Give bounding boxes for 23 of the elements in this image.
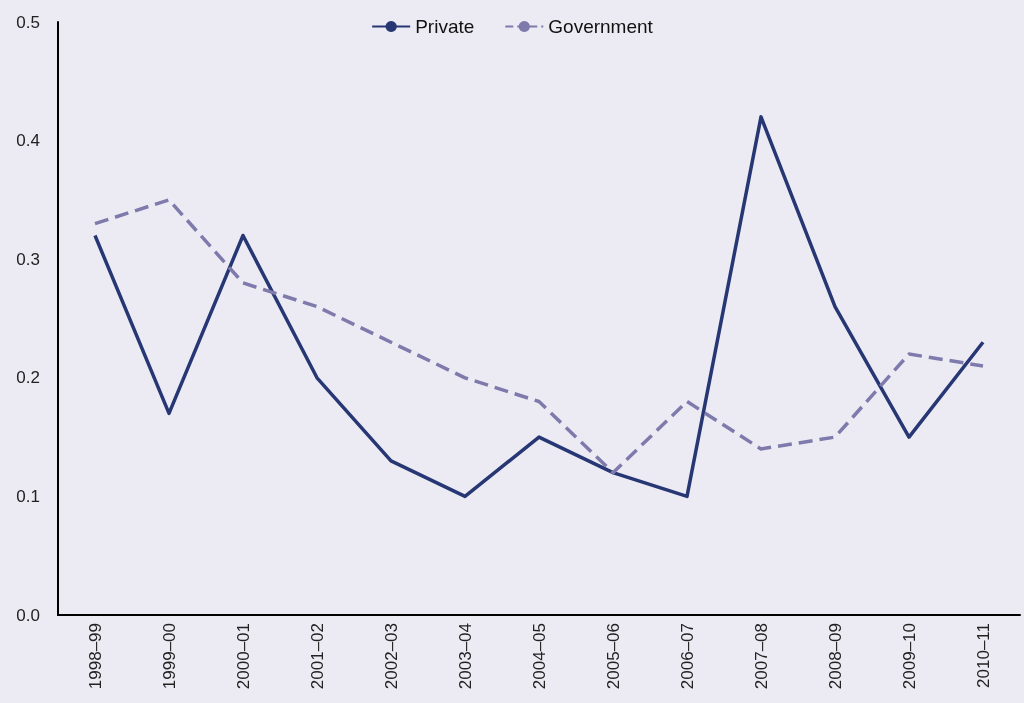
x-tick-label: 2003–04 bbox=[455, 623, 475, 690]
x-tick-label: 2001–02 bbox=[307, 623, 327, 690]
y-tick-label: 0.0 bbox=[16, 605, 40, 625]
legend-label: Government bbox=[548, 16, 654, 37]
x-tick-label: 2005–06 bbox=[603, 623, 623, 690]
line-series bbox=[93, 198, 985, 475]
y-tick-label: 0.4 bbox=[16, 131, 40, 151]
x-tick-label: 1999–00 bbox=[159, 623, 179, 690]
x-tick-label: 1998–99 bbox=[85, 623, 105, 690]
x-tick-label: 2000–01 bbox=[233, 623, 253, 690]
x-tick-label: 2010–11 bbox=[973, 623, 993, 688]
x-tick-label: 2007–08 bbox=[751, 623, 771, 690]
x-tick-label: 2006–07 bbox=[677, 623, 697, 690]
line-series bbox=[93, 115, 985, 499]
legend-label: Private bbox=[415, 16, 475, 37]
x-tick-label: 2008–09 bbox=[825, 623, 845, 690]
y-tick-label: 0.3 bbox=[16, 249, 40, 269]
x-tick-label: 2009–10 bbox=[899, 623, 919, 690]
y-tick-label: 0.2 bbox=[16, 368, 40, 388]
x-tick-label: 2002–03 bbox=[381, 623, 401, 690]
y-tick-label: 0.5 bbox=[16, 12, 40, 32]
y-tick-label: 0.1 bbox=[16, 486, 40, 506]
x-tick-label: 2004–05 bbox=[529, 623, 549, 690]
